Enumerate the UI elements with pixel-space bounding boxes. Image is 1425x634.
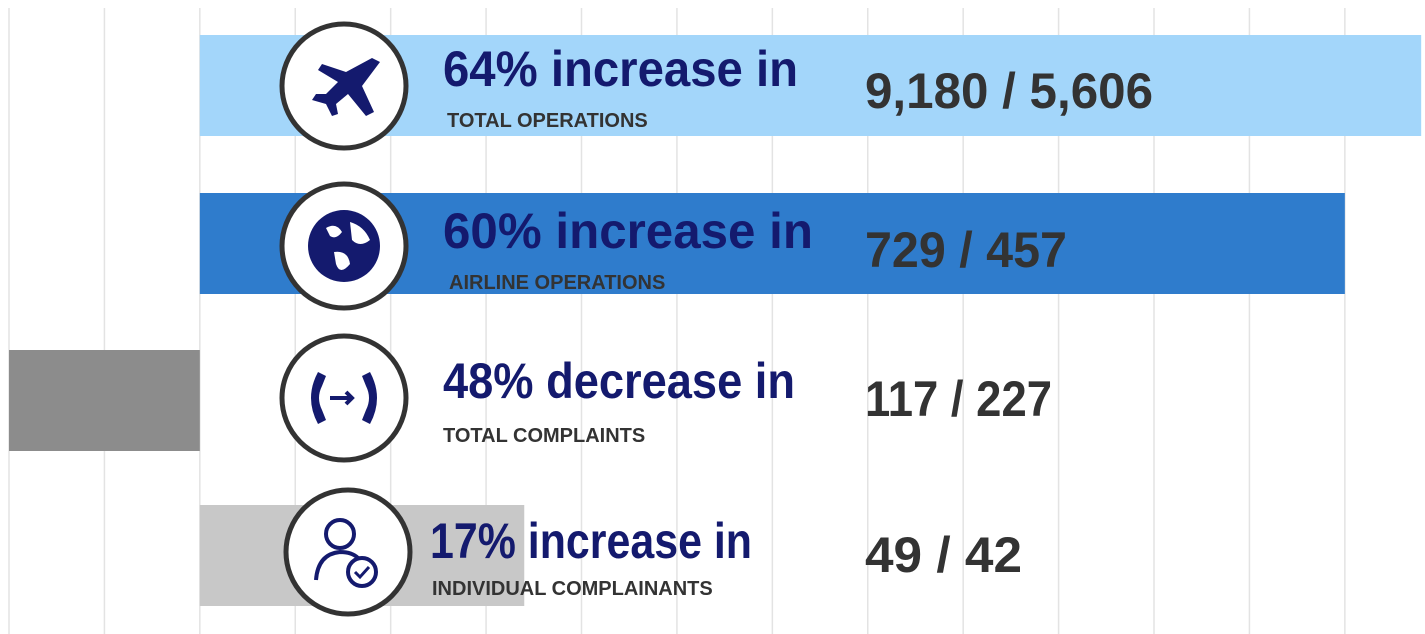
category-label: INDIVIDUAL COMPLAINANTS bbox=[432, 578, 713, 600]
figure: 117 / 227 bbox=[865, 371, 1052, 427]
headline: 48% decrease in bbox=[443, 353, 795, 409]
figure: 9,180 / 5,606 bbox=[865, 63, 1153, 119]
person-icon bbox=[283, 487, 413, 617]
category-label: TOTAL COMPLAINTS bbox=[443, 425, 645, 447]
headline: 64% increase in bbox=[443, 41, 798, 97]
category-label: AIRLINE OPERATIONS bbox=[449, 272, 665, 294]
figure: 729 / 457 bbox=[865, 222, 1067, 278]
headline: 60% increase in bbox=[443, 203, 813, 259]
icons bbox=[279, 21, 413, 617]
phone-icon bbox=[279, 333, 409, 463]
category-label: TOTAL OPERATIONS bbox=[447, 110, 648, 132]
plane-icon bbox=[279, 21, 409, 151]
figure: 49 / 42 bbox=[865, 527, 1022, 583]
headline: 17% increase in bbox=[430, 513, 752, 569]
labels: 64% increase in TOTAL OPERATIONS 9,180 / 5… bbox=[430, 41, 1153, 600]
bar bbox=[9, 350, 200, 451]
globe-icon bbox=[279, 181, 409, 311]
